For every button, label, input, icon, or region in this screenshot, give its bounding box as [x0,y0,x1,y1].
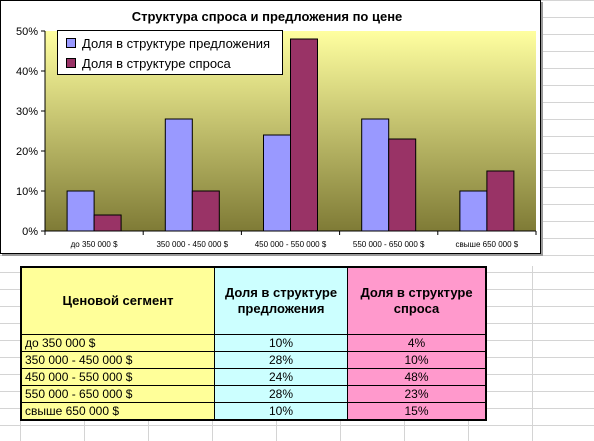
header-supply[interactable]: Доля в структуре предложения [214,266,348,335]
cell-segment[interactable]: 450 000 - 550 000 $ [20,368,215,386]
y-tick-label: 20% [16,146,38,158]
bar-supply[interactable] [459,190,488,232]
chart-legend[interactable]: Доля в структуре предложения Доля в стру… [57,30,283,75]
y-tick-label: 10% [16,186,38,198]
legend-item-supply: Доля в структуре предложения [66,34,270,52]
chart-object[interactable]: Структура спроса и предложения по цене 0… [0,0,541,254]
table-row: 350 000 - 450 000 $ 28% 10% [20,351,487,369]
x-tick-label: свыше 650 000 $ [456,240,519,249]
legend-label-demand: Доля в структуре спроса [82,55,231,71]
table-header-row: Ценовой сегмент Доля в структуре предлож… [20,266,487,335]
cell-segment[interactable]: свыше 650 000 $ [20,402,215,421]
y-tick-label: 0% [22,226,38,238]
cell-segment[interactable]: 550 000 - 650 000 $ [20,385,215,403]
cell-supply[interactable]: 10% [214,334,348,352]
chart-title: Структура спроса и предложения по цене [132,9,403,24]
y-tick-label: 30% [16,106,38,118]
header-demand[interactable]: Доля в структуре спроса [347,266,487,335]
cell-supply[interactable]: 10% [214,402,348,421]
table-row: 550 000 - 650 000 $ 28% 23% [20,385,487,403]
x-axis: до 350 000 $ 350 000 - 450 000 $ 450 000 -… [44,230,537,249]
legend-swatch-supply [66,38,76,48]
cell-demand[interactable]: 23% [347,385,487,403]
table-row: свыше 650 000 $ 10% 15% [20,402,487,421]
y-tick-label: 40% [16,66,38,78]
bar-supply[interactable] [66,190,95,232]
cell-demand[interactable]: 15% [347,402,487,421]
table-row: до 350 000 $ 10% 4% [20,334,487,352]
legend-label-supply: Доля в структуре предложения [82,35,271,51]
bar-demand[interactable] [191,190,220,232]
bar-demand[interactable] [388,138,417,232]
x-tick-label: 450 000 - 550 000 $ [255,240,327,249]
bar-supply[interactable] [263,134,291,232]
table-row: 450 000 - 550 000 $ 24% 48% [20,368,487,386]
header-segment[interactable]: Ценовой сегмент [20,266,215,335]
sheet-gap [0,256,594,266]
cell-segment[interactable]: 350 000 - 450 000 $ [20,351,215,369]
cell-demand[interactable]: 4% [347,334,487,352]
cell-demand[interactable]: 48% [347,368,487,386]
cell-demand[interactable]: 10% [347,351,487,369]
cell-supply[interactable]: 24% [214,368,348,386]
legend-swatch-demand [66,58,76,68]
bars-group [66,38,515,232]
bar-supply[interactable] [164,118,193,232]
legend-item-demand: Доля в структуре спроса [66,54,231,72]
x-tick-label: 350 000 - 450 000 $ [156,240,228,249]
bar-demand[interactable] [486,170,515,232]
y-tick-label: 50% [16,26,38,38]
x-tick-label: до 350 000 $ [71,240,118,249]
bar-demand[interactable] [93,214,122,232]
cell-supply[interactable]: 28% [214,351,348,369]
x-tick-label: 550 000 - 650 000 $ [353,240,425,249]
bar-supply[interactable] [361,118,390,232]
data-table: Ценовой сегмент Доля в структуре предлож… [20,266,487,421]
y-axis: 0% 10% 20% 30% 40% 50% [16,26,46,238]
bar-demand[interactable] [290,38,318,232]
cell-supply[interactable]: 28% [214,385,348,403]
cell-segment[interactable]: до 350 000 $ [20,334,215,352]
